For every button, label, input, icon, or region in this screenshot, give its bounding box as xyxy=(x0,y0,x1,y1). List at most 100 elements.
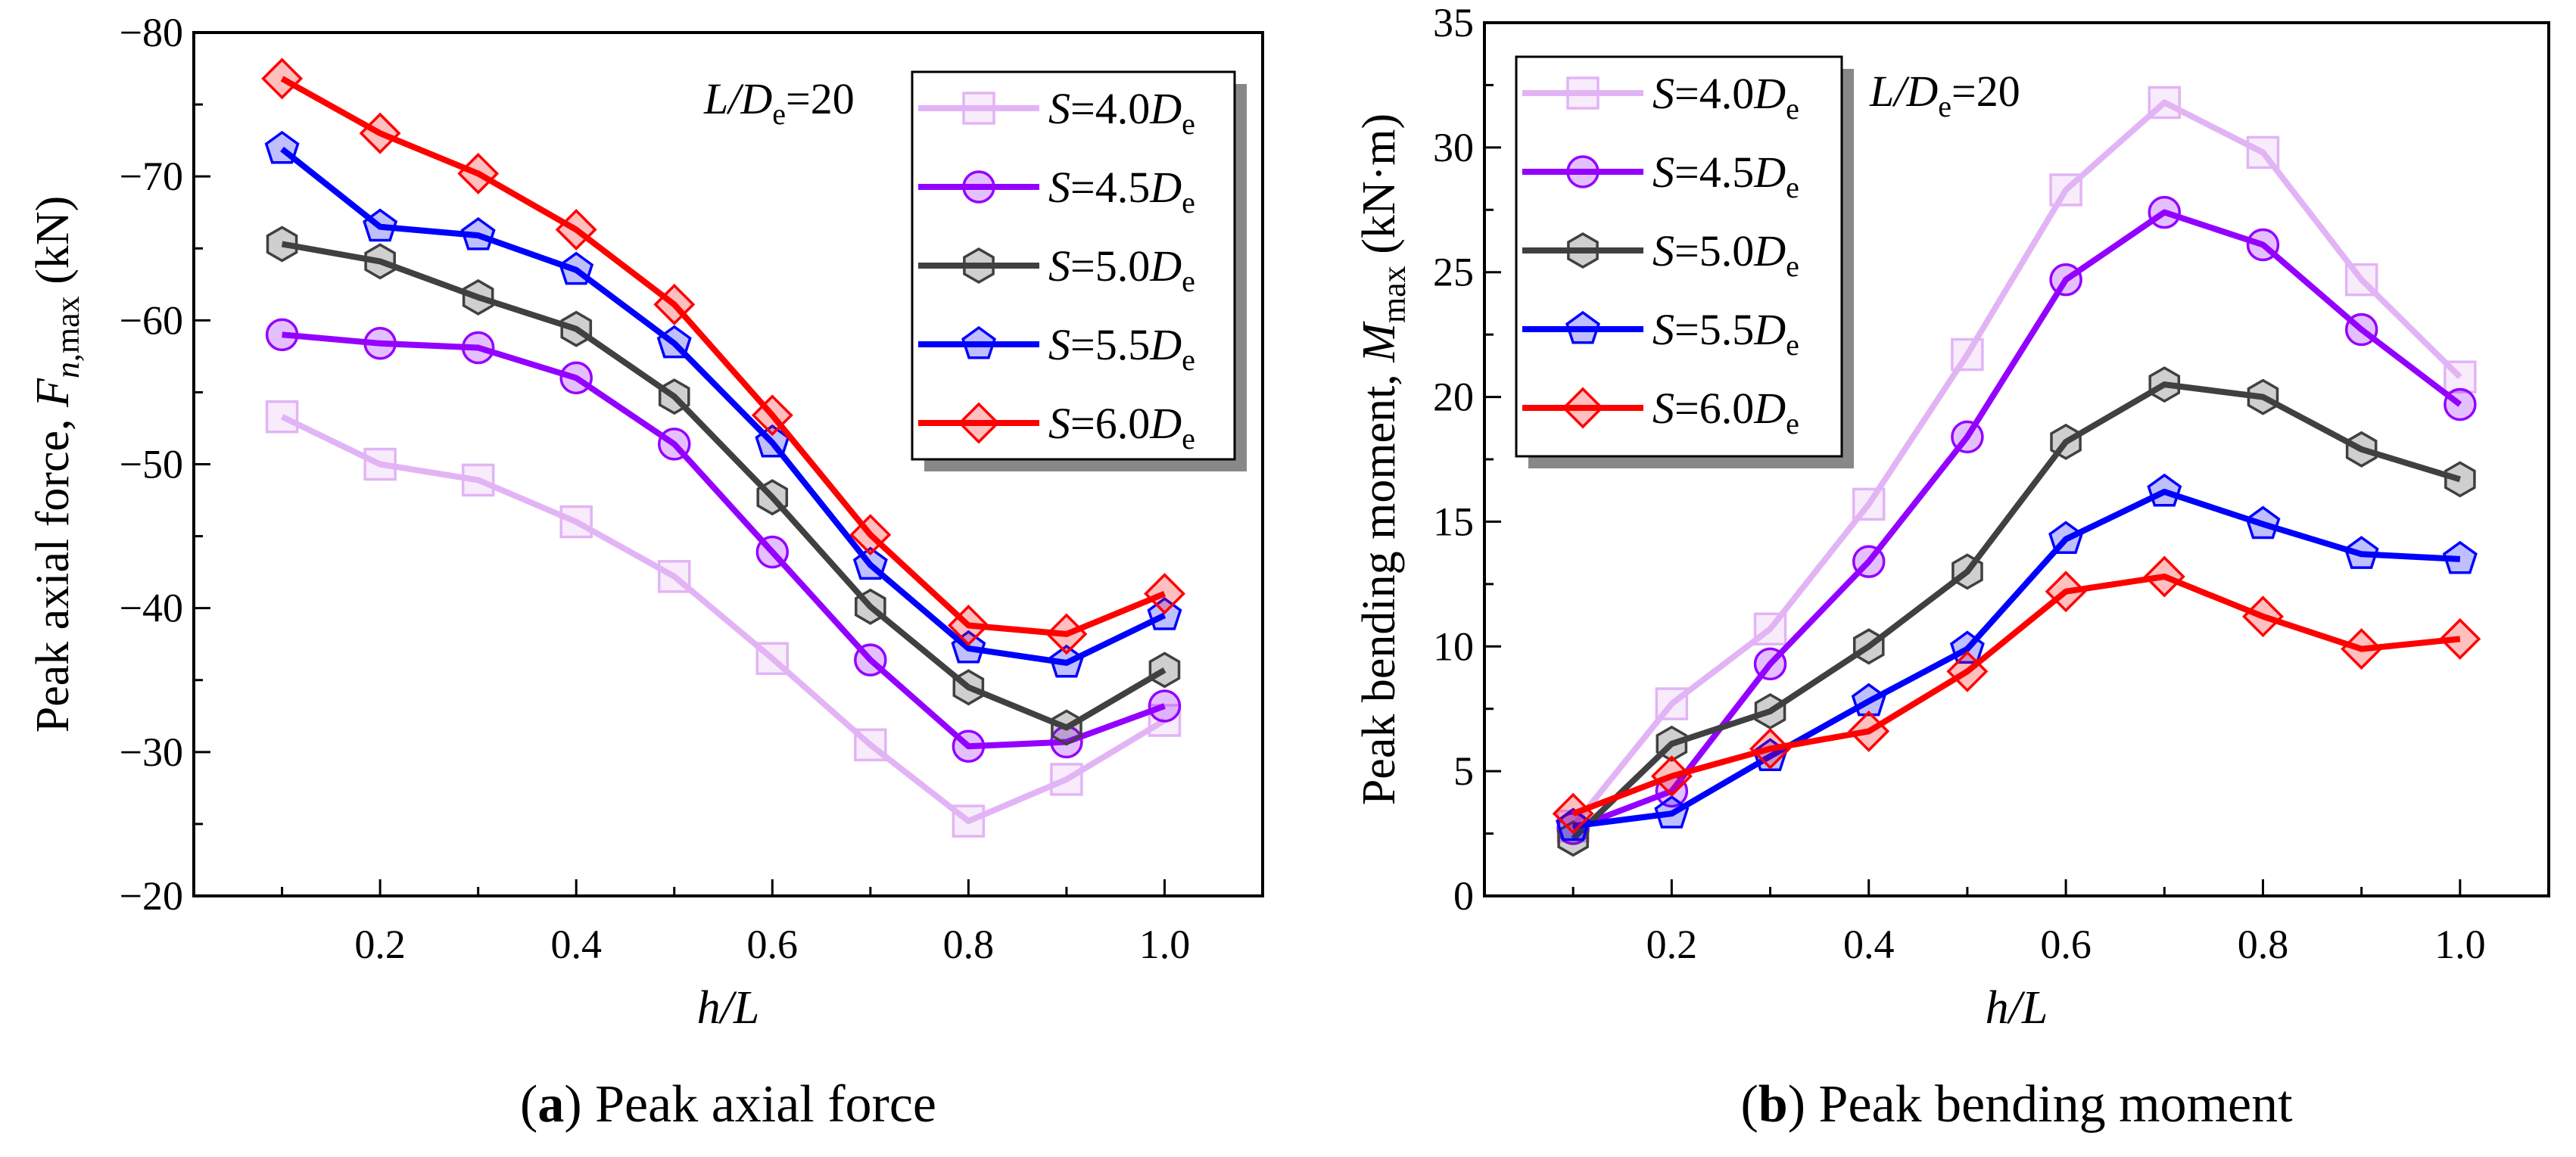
data-point xyxy=(461,331,495,365)
x-tick-label: 0.6 xyxy=(747,922,799,967)
series-line xyxy=(280,146,1167,666)
data-point xyxy=(2341,628,2383,670)
data-point xyxy=(1951,420,1984,454)
x-tick-label: 1.0 xyxy=(2434,922,2486,967)
data-point xyxy=(849,514,892,556)
x-tick-label: 0.6 xyxy=(2040,922,2092,967)
y-axis-label: Peak bending moment, Mmax (kN·m) xyxy=(1353,114,1413,805)
y-tick-label: 15 xyxy=(1433,499,1474,544)
data-point xyxy=(2049,173,2082,207)
data-point xyxy=(559,361,593,395)
data-point xyxy=(1552,792,1594,835)
legend-marker xyxy=(1566,76,1599,110)
y-axis-label: Peak axial force, Fn,max (kN) xyxy=(27,196,86,733)
series-line xyxy=(280,414,1167,825)
data-point xyxy=(1851,683,1886,717)
data-point xyxy=(653,283,696,325)
y-tick-label: 5 xyxy=(1453,748,1474,794)
legend-entry: S=6.0De xyxy=(918,399,1195,456)
data-point xyxy=(2344,313,2378,347)
data-point xyxy=(756,479,789,516)
series-4.0 xyxy=(265,400,1182,838)
data-point xyxy=(265,400,299,434)
data-point xyxy=(755,642,790,675)
x-axis-label: h/L xyxy=(697,982,760,1034)
legend-marker xyxy=(1567,232,1599,269)
series-line xyxy=(281,241,1167,731)
legend-label: S=4.5De xyxy=(1652,148,1799,204)
legend-marker xyxy=(958,402,1000,444)
data-point xyxy=(1148,652,1181,689)
y-tick-label: 20 xyxy=(1433,375,1474,420)
legend-entry: S=4.0De xyxy=(918,84,1195,141)
legend-entry: S=4.5De xyxy=(918,163,1195,219)
data-point xyxy=(1852,628,1885,665)
x-axis-label: h/L xyxy=(1986,982,2048,1034)
data-point xyxy=(755,535,790,569)
annotation: L/De=20 xyxy=(1869,67,2020,123)
legend-label: S=4.0De xyxy=(1048,84,1195,141)
x-tick-label: 0.2 xyxy=(1646,922,1698,967)
data-point xyxy=(951,630,986,664)
data-point xyxy=(1848,710,1890,752)
legend-label: S=6.0De xyxy=(1048,399,1195,456)
legend: S=4.0De S=4.5De S=5.0De S=5.5De S=6.0De xyxy=(1515,55,1854,468)
legend-label: S=5.0De xyxy=(1652,226,1799,283)
data-point xyxy=(854,643,887,676)
y-tick-label: 0 xyxy=(1453,873,1474,919)
legend-entry: S=4.0De xyxy=(1522,69,1799,126)
data-point xyxy=(1753,647,1787,681)
data-point xyxy=(2245,505,2281,540)
y-tick-label: 35 xyxy=(1433,0,1474,45)
data-point xyxy=(364,243,396,280)
y-tick-label: −30 xyxy=(120,729,183,775)
legend-box xyxy=(1515,55,1843,458)
chart-panel-a: 0.2 0.4 0.6 0.8 1.0 −80 −70 −60 −50 −40 −30 −20 S=4.… xyxy=(27,10,1264,1134)
data-point xyxy=(2049,263,2082,297)
annotation: L/De=20 xyxy=(703,74,855,131)
data-point xyxy=(2148,195,2182,229)
y-tick-label: −60 xyxy=(120,297,183,343)
data-point xyxy=(952,729,986,763)
data-point xyxy=(560,310,593,347)
data-point xyxy=(1946,650,1989,692)
data-point xyxy=(2344,263,2378,297)
x-tick-label: 0.8 xyxy=(2238,922,2289,967)
data-point xyxy=(854,728,887,762)
data-point xyxy=(1650,755,1693,798)
panel-caption: (a) Peak axial force xyxy=(520,1075,936,1134)
data-point xyxy=(2147,473,2182,507)
series-6.0 xyxy=(261,58,1185,655)
data-point xyxy=(1753,612,1787,645)
legend-label: S=4.5De xyxy=(1048,163,1195,219)
data-point xyxy=(266,225,298,263)
data-point xyxy=(363,208,398,242)
data-point xyxy=(2148,86,2182,120)
panel-caption: (b) Peak bending moment xyxy=(1740,1075,2293,1134)
data-point xyxy=(2345,431,2378,468)
data-point xyxy=(751,394,793,437)
y-tick-label: −40 xyxy=(120,586,183,631)
data-point xyxy=(852,546,888,580)
y-tick-label: −80 xyxy=(120,10,183,55)
data-point xyxy=(2143,555,2185,598)
data-point xyxy=(2050,423,2082,460)
legend-marker xyxy=(963,247,995,285)
legend-label: S=5.5De xyxy=(1652,305,1799,362)
data-point xyxy=(1754,692,1786,730)
data-point xyxy=(2246,135,2280,170)
legend-entry: S=4.5De xyxy=(1522,148,1799,204)
legend-marker xyxy=(961,325,996,359)
series-line xyxy=(1571,99,2462,829)
legend: S=4.0De S=4.5De S=5.0De S=5.5De S=6.0De xyxy=(911,70,1247,471)
data-point xyxy=(261,58,304,100)
series-4.0 xyxy=(1556,86,2477,843)
legend-entry: S=5.0De xyxy=(918,241,1195,298)
series-4.5 xyxy=(265,318,1182,763)
legend-marker xyxy=(1566,155,1599,188)
legend-marker xyxy=(1565,310,1600,344)
data-point xyxy=(559,251,594,285)
data-point xyxy=(656,325,692,359)
data-point xyxy=(1951,553,1983,590)
data-point xyxy=(460,216,496,250)
